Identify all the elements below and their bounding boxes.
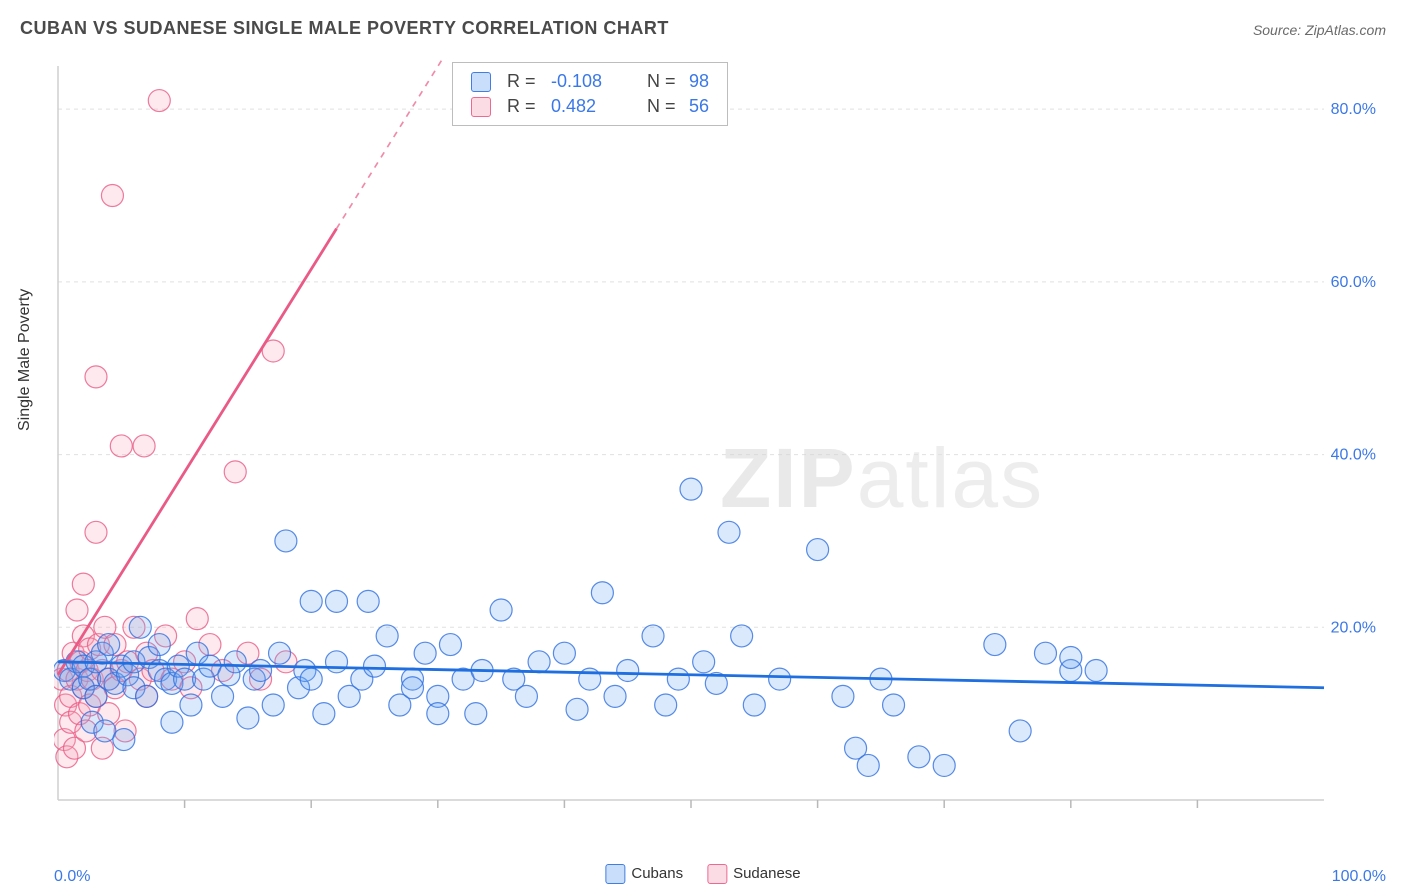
legend-label: Cubans (631, 865, 683, 882)
r-value: 0.482 (551, 96, 621, 117)
r-label: R = (507, 96, 541, 117)
svg-text:60.0%: 60.0% (1331, 274, 1376, 291)
svg-text:40.0%: 40.0% (1331, 447, 1376, 464)
x-axis-min-label: 0.0% (54, 868, 90, 886)
r-value: -0.108 (551, 71, 621, 92)
svg-text:80.0%: 80.0% (1331, 101, 1376, 118)
legend-item: Cubans (605, 864, 683, 884)
x-axis-max-label: 100.0% (1332, 868, 1386, 886)
legend-swatch (471, 72, 491, 92)
source-attribution: Source: ZipAtlas.com (1253, 22, 1386, 38)
n-label: N = (647, 71, 679, 92)
correlation-legend: R = -0.108 N = 98 R = 0.482 N = 56 (452, 62, 728, 126)
legend-swatch (471, 97, 491, 117)
correlation-row: R = -0.108 N = 98 (471, 69, 709, 94)
scatter-plot: 20.0% 40.0% 60.0% 80.0% (54, 60, 1384, 830)
n-value: 98 (689, 71, 709, 92)
y-axis-label: Single Male Poverty (16, 289, 34, 431)
chart-title: CUBAN VS SUDANESE SINGLE MALE POVERTY CO… (20, 18, 669, 39)
n-value: 56 (689, 96, 709, 117)
chart-container: CUBAN VS SUDANESE SINGLE MALE POVERTY CO… (0, 0, 1406, 892)
series-legend: Cubans Sudanese (605, 864, 800, 884)
legend-swatch (707, 864, 727, 884)
legend-item: Sudanese (707, 864, 801, 884)
legend-label: Sudanese (733, 865, 801, 882)
svg-text:20.0%: 20.0% (1331, 619, 1376, 636)
legend-swatch (605, 864, 625, 884)
n-label: N = (647, 96, 679, 117)
correlation-row: R = 0.482 N = 56 (471, 94, 709, 119)
r-label: R = (507, 71, 541, 92)
